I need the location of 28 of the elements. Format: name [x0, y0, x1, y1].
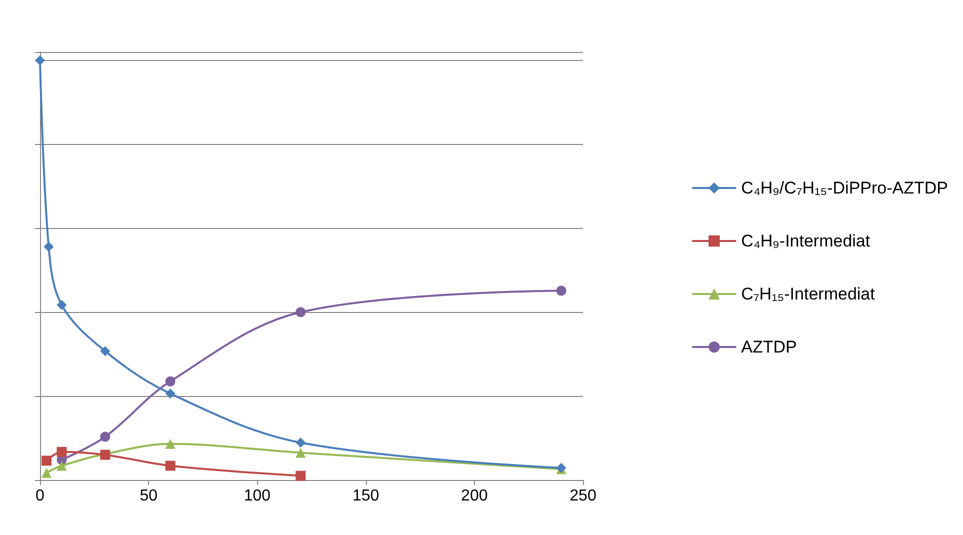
x-tick-label: 100 — [244, 488, 271, 504]
point — [556, 286, 566, 296]
legend-label: C₄H₉/C₇H₁₅-DiPPro-AZTDP — [741, 178, 948, 198]
legend-label: C₇H₁₅-Intermediat — [741, 284, 876, 304]
point — [165, 438, 176, 449]
point — [165, 460, 176, 471]
x-tick-label: 0 — [36, 488, 45, 504]
point — [100, 432, 110, 442]
point — [35, 55, 45, 66]
point — [44, 242, 54, 252]
point — [56, 446, 67, 457]
point — [165, 376, 176, 386]
point — [165, 388, 176, 399]
x-tick-label: 250 — [570, 488, 596, 504]
point — [42, 456, 52, 466]
point — [296, 448, 306, 458]
point — [296, 470, 306, 481]
point — [56, 300, 67, 310]
point — [100, 346, 110, 356]
point — [296, 438, 306, 448]
x-tick-label: 150 — [352, 488, 380, 504]
legend-label: AZTDP — [741, 338, 797, 356]
point — [42, 468, 52, 478]
x-tick-label: 50 — [140, 488, 158, 504]
x-tick-label: 200 — [461, 488, 488, 504]
legend-label: C₄H₉-Intermediat — [741, 232, 870, 250]
point — [56, 460, 67, 471]
point — [296, 307, 306, 318]
